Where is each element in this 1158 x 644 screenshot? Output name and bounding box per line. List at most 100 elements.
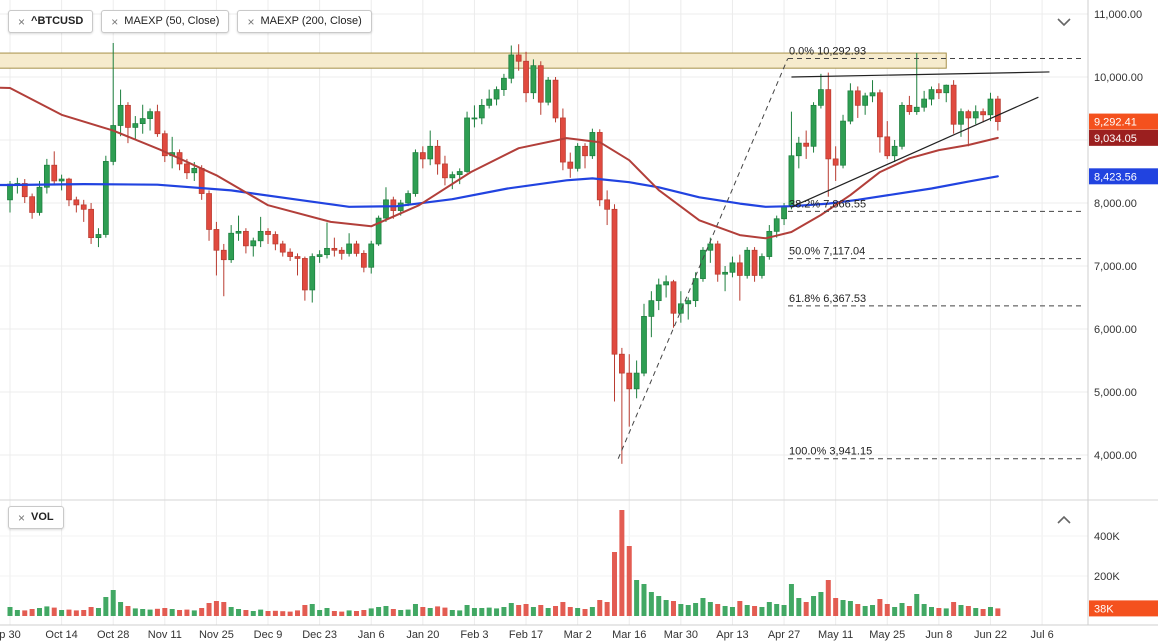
- trendline-resistance[interactable]: [791, 71, 1050, 78]
- volume-bar: [427, 608, 433, 616]
- volume-bar: [66, 609, 72, 616]
- volume-bar: [132, 608, 138, 616]
- candle-body: [139, 118, 146, 124]
- legend-series-ma200[interactable]: × MAEXP (200, Close): [237, 10, 372, 33]
- candle-body: [766, 230, 773, 257]
- price-badge-last-price: [1089, 113, 1158, 130]
- volume-bar: [213, 601, 219, 616]
- volume-bar: [936, 608, 942, 616]
- volume-series: [7, 510, 1001, 616]
- close-icon[interactable]: ×: [18, 510, 26, 525]
- volume-bar: [206, 603, 212, 616]
- volume-bar: [457, 610, 463, 616]
- time-axis-label: Jun 22: [974, 629, 1007, 641]
- candle-body: [574, 145, 581, 169]
- fib-level-label: 50.0% 7,117.04: [789, 246, 865, 258]
- time-axis-label: Mar 2: [564, 629, 592, 641]
- gridlines: [0, 0, 1158, 626]
- candle-body: [980, 111, 986, 116]
- candle-body: [552, 79, 559, 119]
- volume-bar: [405, 609, 411, 616]
- legend-series-btcusd[interactable]: × ^BTCUSD: [8, 10, 94, 33]
- highlight-zone-layer[interactable]: [0, 52, 947, 69]
- volume-bar: [361, 610, 367, 616]
- candle-body: [759, 256, 765, 276]
- volume-bar: [88, 607, 94, 616]
- volume-bar: [818, 592, 824, 616]
- legend-series-ma50[interactable]: × MAEXP (50, Close): [101, 10, 230, 33]
- candle-body: [943, 84, 950, 94]
- candle-body: [648, 300, 655, 317]
- volume-bar: [553, 606, 559, 616]
- candle-body: [95, 234, 102, 239]
- volume-bar: [95, 608, 101, 616]
- volume-bar: [921, 604, 927, 616]
- time-axis-label: Jan 20: [406, 629, 439, 641]
- volume-bar: [833, 598, 839, 616]
- candle-body: [43, 164, 50, 188]
- candle-body: [523, 60, 529, 94]
- candle-body: [604, 199, 611, 210]
- candle-body: [184, 163, 190, 174]
- candle-body: [913, 106, 920, 113]
- candle-body: [633, 372, 640, 390]
- volume-bar: [516, 605, 522, 616]
- fibonacci-retracement[interactable]: 0.0% 10,292.93 38.2% 7,866.55 50.0% 7,117.…: [617, 46, 1085, 460]
- candle-body: [965, 111, 972, 119]
- volume-bar: [420, 607, 426, 616]
- candle-body: [419, 152, 426, 160]
- candle-body: [427, 145, 434, 160]
- volume-bar: [582, 609, 588, 616]
- volume-bar: [567, 607, 573, 616]
- volume-bar: [943, 608, 949, 616]
- axes-labels[interactable]: 11,000.00 10,000.00 8,000.00 7,000.00 6,000.…: [0, 9, 1143, 641]
- volume-bar: [479, 608, 485, 616]
- volume-bar: [722, 606, 728, 616]
- candle-body: [700, 249, 706, 279]
- volume-pane-collapse-control[interactable]: [1056, 512, 1074, 524]
- candle-body: [132, 123, 139, 128]
- candle-body: [265, 230, 271, 235]
- legend-row: × ^BTCUSD × MAEXP (50, Close) × MAEXP (2…: [8, 10, 372, 33]
- volume-bar: [383, 606, 389, 616]
- resistance-zone[interactable]: [0, 52, 947, 69]
- volume-bar: [707, 602, 713, 616]
- close-icon[interactable]: ×: [247, 14, 255, 29]
- candle-body: [125, 104, 131, 128]
- fib-level-label: 61.8% 6,367.53: [789, 293, 866, 305]
- close-icon[interactable]: ×: [111, 14, 119, 29]
- volume-bar: [295, 610, 301, 616]
- legend-series-vol[interactable]: × VOL: [8, 506, 64, 529]
- candle-body: [257, 230, 264, 242]
- volume-bar: [987, 607, 993, 616]
- volume-bar: [980, 609, 986, 616]
- volume-bar: [803, 602, 809, 616]
- candle-body: [818, 89, 824, 106]
- candle-body: [36, 186, 43, 213]
- volume-bar: [508, 603, 514, 616]
- candle-body: [795, 142, 802, 157]
- volume-bar: [862, 606, 868, 616]
- volume-bar: [368, 608, 374, 616]
- volume-bar: [656, 596, 662, 616]
- trendlines-layer[interactable]: [791, 71, 1050, 208]
- trendline-support[interactable]: [791, 96, 1039, 208]
- volume-bar: [265, 611, 271, 616]
- candle-body: [722, 271, 728, 275]
- close-icon[interactable]: ×: [18, 14, 26, 29]
- volume-bar: [258, 609, 264, 616]
- candle-body: [88, 208, 94, 239]
- candle-body: [655, 284, 662, 302]
- time-axis-label: p 30: [0, 629, 21, 641]
- time-axis-label: Jan 6: [358, 629, 385, 641]
- volume-bar: [302, 605, 308, 616]
- volume-bar: [14, 610, 20, 616]
- candle-body: [744, 249, 751, 276]
- volume-bar: [774, 604, 780, 616]
- volume-bar: [840, 600, 846, 616]
- fib-trendline[interactable]: [617, 58, 789, 459]
- main-pane-collapse-control[interactable]: [1056, 14, 1074, 27]
- volume-bar: [914, 594, 920, 616]
- candle-body: [434, 145, 441, 165]
